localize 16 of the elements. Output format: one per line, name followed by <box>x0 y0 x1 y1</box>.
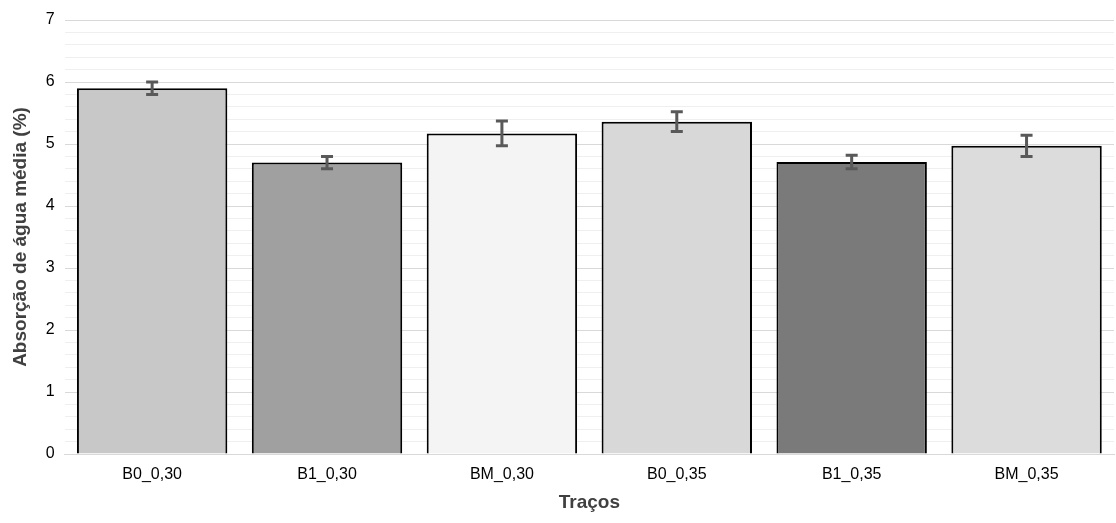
x-tick-label: B1_0,30 <box>297 465 357 484</box>
y-tick-label: 6 <box>45 72 55 90</box>
x-tick-label: BM_0,30 <box>469 465 535 484</box>
x-axis-title: Traços <box>558 490 620 512</box>
y-tick-label: 2 <box>45 320 55 338</box>
y-axis-title: Absorção de água média (%) <box>8 107 30 367</box>
y-tick-label: 5 <box>45 134 55 152</box>
x-tick-label: B1_0,35 <box>821 465 882 484</box>
y-tick-label: 4 <box>45 196 55 214</box>
y-tick-label: 7 <box>45 10 55 28</box>
y-tick-label: 3 <box>45 258 55 276</box>
y-tick-label: 1 <box>45 382 55 400</box>
y-tick-label: 0 <box>45 444 55 462</box>
x-tick-label: BM_0,35 <box>994 465 1059 484</box>
x-tick-label: B0_0,30 <box>122 465 183 484</box>
x-tick-label: B0_0,35 <box>646 465 707 484</box>
